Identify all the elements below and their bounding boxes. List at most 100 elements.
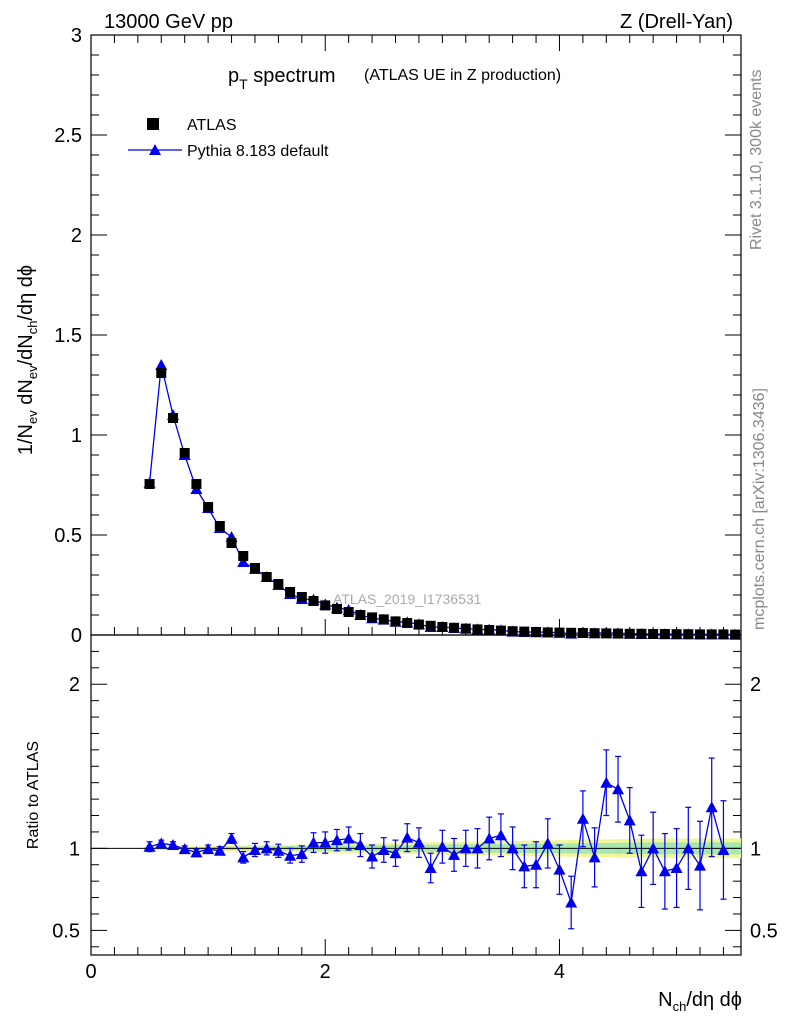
data-point <box>179 448 190 458</box>
ratio-point <box>623 814 636 826</box>
data-point <box>730 629 741 640</box>
ratio-point <box>330 834 343 846</box>
data-point <box>413 619 424 630</box>
data-point <box>402 618 413 628</box>
mcplots-info: mcplots.cern.ch [arXiv:1306.3436] <box>751 388 768 630</box>
data-point <box>601 628 612 639</box>
ratio-point <box>412 836 425 848</box>
data-point <box>378 614 389 625</box>
xl-b: /dη dϕ <box>686 989 742 1011</box>
x-tick-label: 2 <box>320 961 331 983</box>
ratio-tick-label: 1 <box>69 838 80 860</box>
data-point <box>659 629 670 639</box>
data-point <box>214 521 225 531</box>
ratio-tick-label-right: 0.5 <box>750 920 778 942</box>
data-point <box>636 628 647 639</box>
ratio-point <box>307 836 320 848</box>
header-right: Z (Drell-Yan) <box>620 11 733 33</box>
ratio-point <box>248 843 261 855</box>
legend: ATLAS Pythia 8.183 default <box>128 117 329 160</box>
data-point <box>472 624 483 635</box>
y-axis-label: 1/Nev dNev/dNch/dη dϕ <box>15 265 40 455</box>
x-tick-label: 4 <box>554 961 565 983</box>
data-point <box>367 612 378 623</box>
ratio-point <box>670 862 683 874</box>
ratio-tick-label: 2 <box>69 674 80 696</box>
ratio-point <box>225 832 238 844</box>
data-series-main <box>144 368 741 640</box>
yl-a-sub: ev <box>25 410 40 424</box>
data-point <box>519 626 530 637</box>
ratio-point <box>448 848 461 860</box>
ratio-point <box>377 843 390 855</box>
data-point <box>460 623 471 634</box>
plot-subtitle: (ATLAS UE in Z production) <box>364 67 561 84</box>
y-tick-label: 1 <box>71 425 82 447</box>
ratio-tick-label-right: 2 <box>750 674 761 696</box>
data-point <box>238 551 249 561</box>
ratio-point <box>319 836 332 848</box>
data-point <box>285 587 296 597</box>
ratio-point <box>424 862 437 874</box>
data-point <box>577 628 588 638</box>
data-point <box>320 600 331 611</box>
ratio-y-tick-labels: 0.5 1 2 0.5 1 2 <box>52 674 778 942</box>
data-point <box>144 479 155 489</box>
legend-label-data: ATLAS <box>187 117 237 134</box>
ratio-point <box>436 840 449 852</box>
x-tick-labels: 0 2 4 <box>85 961 565 983</box>
data-point <box>683 629 694 640</box>
ratio-point <box>565 896 578 908</box>
ratio-point <box>576 812 589 824</box>
mc-series-ratio <box>143 749 730 930</box>
ratio-point <box>483 832 496 844</box>
data-point <box>390 616 401 627</box>
data-point <box>495 625 506 636</box>
mc-point <box>155 359 168 370</box>
y-tick-label: 2 <box>71 225 82 247</box>
ratio-point <box>284 849 297 861</box>
data-point <box>331 604 342 614</box>
data-point <box>191 479 202 489</box>
data-point <box>566 627 577 638</box>
data-point <box>425 620 436 631</box>
ratio-point <box>459 842 472 854</box>
data-point <box>203 502 214 512</box>
data-point <box>531 627 542 637</box>
ratio-point <box>705 801 718 813</box>
ratio-point <box>506 842 519 854</box>
data-point <box>718 629 729 640</box>
data-point <box>695 629 706 640</box>
data-point <box>156 368 167 378</box>
title-sub: T <box>239 76 248 92</box>
ratio-point <box>553 863 566 875</box>
ratio-point <box>682 842 695 854</box>
ratio-point <box>647 842 660 854</box>
ratio-tick-label: 0.5 <box>52 920 80 942</box>
title-rest: spectrum <box>248 65 336 87</box>
yl-c: /dN <box>15 334 37 365</box>
data-point <box>507 626 518 637</box>
ratio-point <box>541 837 554 849</box>
ratio-point <box>518 860 531 872</box>
header-left: 13000 GeV pp <box>104 11 233 33</box>
data-point <box>273 579 284 589</box>
ratio-point <box>600 776 613 788</box>
y-tick-label: 1.5 <box>54 325 82 347</box>
xl-a: N <box>658 989 672 1011</box>
data-point <box>261 572 272 582</box>
data-point <box>554 627 565 638</box>
ratio-panel-frame <box>90 634 742 956</box>
yl-b-sub: ev <box>25 365 40 379</box>
data-point <box>648 629 659 639</box>
ratio-point <box>530 858 543 870</box>
data-point <box>624 628 635 639</box>
data-point <box>226 538 237 548</box>
xl-a-sub: ch <box>673 999 687 1014</box>
data-point <box>308 596 319 606</box>
x-tick-label: 0 <box>85 961 96 983</box>
data-point <box>589 628 600 639</box>
ratio-point <box>694 859 707 871</box>
data-point <box>249 563 260 573</box>
mc-point <box>237 556 250 567</box>
